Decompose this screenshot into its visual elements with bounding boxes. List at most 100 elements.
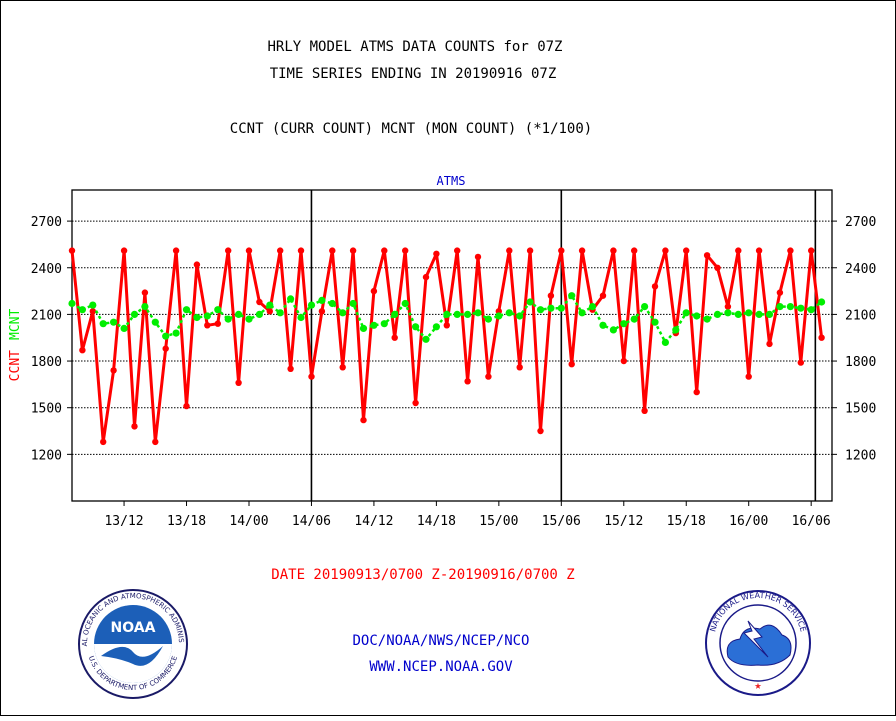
data-point-mcnt bbox=[464, 310, 472, 318]
data-point-mcnt bbox=[568, 292, 576, 300]
data-point-mcnt bbox=[651, 318, 659, 326]
y-tick-labels: 1200 1200 1500 1500 1800 1800 2100 2100 2400 2400… bbox=[31, 215, 877, 463]
data-point-ccnt bbox=[370, 287, 378, 295]
y-axis-label: CCNT MCNT bbox=[8, 309, 23, 382]
x-tick-labels: 13/12 13/18 14/00 14/06 14/12 14/18 15/00 15/06… bbox=[104, 501, 831, 529]
y-tick-label-left: 1500 bbox=[31, 402, 62, 417]
data-point-mcnt bbox=[661, 338, 670, 346]
data-point-ccnt bbox=[526, 247, 534, 254]
data-point-ccnt bbox=[287, 365, 294, 372]
data-point-ccnt bbox=[235, 379, 242, 386]
data-point-mcnt bbox=[630, 315, 638, 323]
y-tick-label-right: 2400 bbox=[845, 262, 876, 277]
data-point-ccnt bbox=[381, 247, 388, 254]
data-point-ccnt bbox=[412, 399, 419, 407]
data-point-ccnt bbox=[506, 247, 513, 254]
data-point-ccnt bbox=[641, 407, 648, 414]
data-point-mcnt bbox=[495, 312, 503, 320]
data-point-ccnt bbox=[433, 250, 440, 257]
data-point-mcnt bbox=[359, 324, 368, 332]
data-point-mcnt bbox=[287, 295, 295, 303]
data-point-mcnt bbox=[328, 299, 336, 308]
data-point-ccnt bbox=[755, 247, 763, 254]
data-point-ccnt bbox=[225, 247, 232, 254]
data-point-mcnt bbox=[89, 301, 97, 309]
data-point-mcnt bbox=[516, 312, 524, 320]
nws-logo-icon: ★ NATIONAL WEATHER SERVICE bbox=[705, 590, 811, 696]
y-tick-label-left: 1200 bbox=[31, 448, 62, 463]
data-point-ccnt bbox=[464, 378, 471, 385]
data-point-ccnt bbox=[329, 247, 336, 254]
data-point-ccnt bbox=[735, 247, 742, 254]
data-point-ccnt bbox=[620, 357, 627, 365]
data-point-mcnt bbox=[734, 310, 742, 318]
data-point-mcnt bbox=[391, 310, 399, 318]
data-point-mcnt bbox=[443, 310, 451, 318]
data-point-mcnt bbox=[620, 320, 628, 328]
data-point-mcnt bbox=[526, 298, 534, 306]
data-point-ccnt bbox=[516, 364, 523, 371]
x-tick-label: 15/06 bbox=[542, 514, 581, 529]
data-point-mcnt bbox=[745, 309, 753, 317]
data-point-ccnt bbox=[631, 247, 638, 254]
chart-title-line1: HRLY MODEL ATMS DATA COUNTS for 07Z bbox=[267, 39, 562, 55]
x-axis-label: DATE 20190913/0700 Z-20190916/0700 Z bbox=[271, 567, 574, 583]
data-point-ccnt bbox=[422, 273, 430, 281]
y-tick-label-left: 1800 bbox=[31, 355, 62, 370]
data-point-ccnt bbox=[245, 247, 253, 254]
data-point-mcnt bbox=[235, 310, 243, 318]
data-point-mcnt bbox=[307, 301, 316, 309]
data-point-ccnt bbox=[651, 283, 659, 290]
data-point-ccnt bbox=[724, 303, 732, 310]
data-point-ccnt bbox=[110, 367, 117, 374]
data-point-mcnt bbox=[776, 303, 784, 311]
data-point-mcnt bbox=[588, 303, 597, 311]
data-point-mcnt bbox=[765, 310, 774, 318]
data-point-mcnt bbox=[370, 321, 378, 329]
data-point-ccnt bbox=[277, 247, 284, 254]
plot-frame bbox=[71, 189, 833, 502]
data-point-ccnt bbox=[68, 247, 76, 254]
data-point-mcnt bbox=[693, 312, 701, 320]
data-point-mcnt bbox=[432, 323, 440, 331]
data-point-ccnt bbox=[568, 361, 575, 368]
footer-url[interactable]: WWW.NCEP.NOAA.GOV bbox=[369, 659, 513, 675]
y-tick-label-right: 1800 bbox=[845, 355, 876, 370]
data-point-mcnt bbox=[703, 315, 711, 323]
x-tick-label: 15/00 bbox=[479, 514, 518, 529]
data-point-mcnt bbox=[557, 304, 565, 312]
data-point-mcnt bbox=[297, 313, 305, 322]
data-point-mcnt bbox=[797, 304, 805, 312]
data-point-mcnt bbox=[599, 321, 607, 329]
y-tick-label-right: 1500 bbox=[845, 402, 876, 417]
data-point-ccnt bbox=[662, 247, 669, 254]
data-point-mcnt bbox=[318, 296, 326, 304]
data-point-mcnt bbox=[339, 309, 347, 317]
data-point-ccnt bbox=[797, 359, 804, 366]
data-point-ccnt bbox=[204, 322, 211, 329]
chart-title-line2: TIME SERIES ENDING IN 20190916 07Z bbox=[270, 66, 557, 82]
data-point-mcnt bbox=[786, 303, 795, 311]
data-point-ccnt bbox=[485, 373, 492, 380]
y-tick-label-left: 2100 bbox=[31, 308, 62, 323]
data-point-ccnt bbox=[256, 298, 263, 306]
data-point-mcnt bbox=[193, 313, 201, 322]
data-point-ccnt bbox=[745, 373, 752, 380]
series-layer bbox=[68, 247, 826, 446]
data-point-mcnt bbox=[484, 315, 492, 323]
data-point-ccnt bbox=[183, 402, 190, 410]
data-point-mcnt bbox=[380, 320, 388, 328]
data-point-ccnt bbox=[193, 261, 201, 268]
data-point-ccnt bbox=[120, 247, 128, 254]
data-point-mcnt bbox=[547, 304, 555, 312]
data-point-ccnt bbox=[474, 253, 482, 261]
noaa-logo-icon: NOAA NATIONAL OCEANIC AND ATMOSPHERIC AD… bbox=[78, 589, 188, 699]
data-point-ccnt bbox=[100, 438, 107, 446]
y-axis-label-ccnt: CCNT bbox=[8, 350, 23, 381]
data-point-mcnt bbox=[203, 312, 211, 320]
data-point-mcnt bbox=[245, 315, 253, 323]
data-point-ccnt bbox=[172, 247, 180, 254]
data-point-mcnt bbox=[162, 332, 170, 340]
data-point-ccnt bbox=[443, 322, 450, 329]
